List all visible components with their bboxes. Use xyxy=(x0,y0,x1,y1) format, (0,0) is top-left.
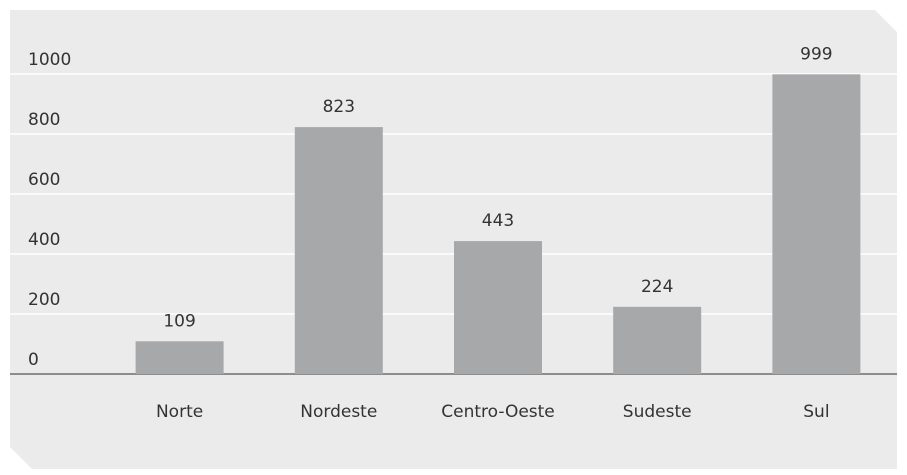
value-label: 109 xyxy=(163,311,195,331)
y-tick-label: 200 xyxy=(28,290,60,310)
value-label: 224 xyxy=(641,277,673,297)
y-tick-label: 0 xyxy=(28,350,39,370)
bar xyxy=(613,306,702,374)
x-tick-label: Sudeste xyxy=(623,402,692,422)
y-tick-label: 800 xyxy=(28,110,60,130)
chart-background xyxy=(10,10,897,469)
x-tick-label: Norte xyxy=(156,402,203,422)
value-label: 443 xyxy=(482,211,514,231)
x-tick-label: Centro-Oeste xyxy=(441,402,555,422)
value-label: 823 xyxy=(323,97,355,117)
y-tick-label: 600 xyxy=(28,170,60,190)
bar xyxy=(135,341,224,374)
bar xyxy=(294,127,383,374)
y-tick-label: 400 xyxy=(28,230,60,250)
value-label: 999 xyxy=(800,44,832,64)
x-tick-label: Nordeste xyxy=(300,402,377,422)
bar xyxy=(772,74,861,375)
y-tick-label: 1000 xyxy=(28,50,71,70)
bar xyxy=(454,241,542,374)
x-tick-label: Sul xyxy=(803,402,829,422)
